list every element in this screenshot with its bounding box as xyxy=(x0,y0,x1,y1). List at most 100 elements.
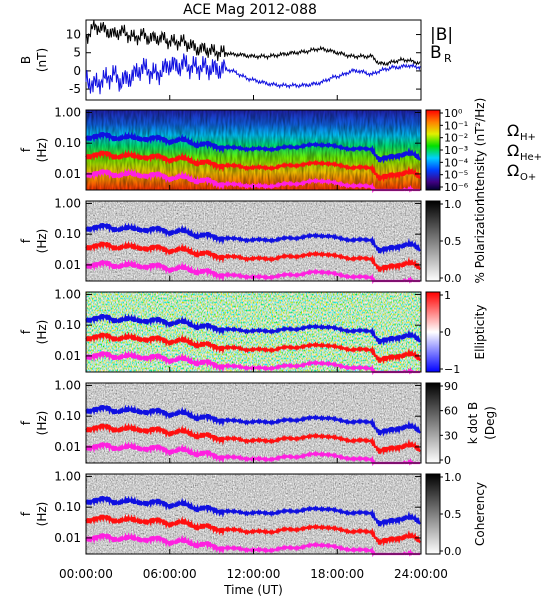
colorbar-tick-label: 10⁻² xyxy=(444,132,468,145)
spectrogram-ylabel-unit: (Hz) xyxy=(35,229,49,254)
spectrogram-ytick-label: 0.01 xyxy=(54,440,81,454)
spectrogram-ylabel-unit: (Hz) xyxy=(35,138,49,163)
colorbar-tick-label: 0 xyxy=(444,454,451,467)
gyro-line-he xyxy=(85,240,421,274)
spectrogram-ytick-label: 0.10 xyxy=(54,318,81,332)
colorbar-label-unit: (Deg) xyxy=(483,406,497,440)
colorbar-tick-label: 0.0 xyxy=(444,545,462,558)
field-ytick-label: 10 xyxy=(66,28,81,42)
spectrogram-ytick-label: 0.10 xyxy=(54,409,81,423)
legend-b-r-subscript: R xyxy=(444,52,452,65)
spectrogram-ytick-label: 0.10 xyxy=(54,500,81,514)
colorbar xyxy=(425,291,441,373)
legend-omega-h: Ω xyxy=(507,121,519,140)
x-axis-title: Time (UT) xyxy=(223,583,283,597)
spectrogram-ylabel-unit: (Hz) xyxy=(35,320,49,345)
colorbar-tick-label: 1.0 xyxy=(444,198,462,211)
colorbar-tick-label: 10⁻⁶ xyxy=(444,181,469,194)
gyro-line-h xyxy=(85,404,421,437)
x-tick-label: 24:00:00 xyxy=(394,567,448,581)
colorbar-tick-label: 10⁻¹ xyxy=(444,119,468,132)
field-plot-frame xyxy=(85,19,422,101)
legend-omega-he: Ω xyxy=(507,141,519,160)
legend-omega-o-subscript: O+ xyxy=(520,172,536,183)
colorbar-label: k dot B xyxy=(466,402,480,444)
legend-b-magnitude: |B| xyxy=(430,25,453,45)
gyro-line-he xyxy=(85,422,421,456)
field-ytick-label: 5 xyxy=(73,46,81,60)
x-tick-label: 06:00:00 xyxy=(143,567,197,581)
gyro-line-h xyxy=(85,131,421,164)
spectrogram-panel-4: 1.00 0.10 0.01 f (Hz) 90 60 30 0 k dot B (Deg) xyxy=(19,378,497,467)
spectrogram-ytick-label: 1.00 xyxy=(54,196,81,210)
colorbar-tick-label: 0.5 xyxy=(444,235,462,248)
colorbar-tick-label: 0.5 xyxy=(444,508,462,521)
colorbar-tick-label: 10⁻⁴ xyxy=(444,156,469,169)
spectrogram-ytick-label: 0.10 xyxy=(54,136,81,150)
spectrogram-panel-2: 1.00 0.10 0.01 f (Hz) 1.0 0.5 0.0 % Polarization xyxy=(19,196,487,285)
spectrogram-ytick-label: 0.01 xyxy=(54,167,81,181)
x-tick-label: 00:00:00 xyxy=(59,567,113,581)
spectrogram-ytick-label: 1.00 xyxy=(54,378,81,392)
legend-omega-he-subscript: He+ xyxy=(520,152,542,163)
spectrogram-ytick-label: 0.01 xyxy=(54,349,81,363)
field-ytick-label: -5 xyxy=(69,82,81,96)
spectrogram-ylabel-unit: (Hz) xyxy=(35,502,49,527)
spectrogram-ylabel: f xyxy=(19,420,33,425)
legend-omega-h-subscript: H+ xyxy=(520,132,536,143)
gyro-legend: Ω H+Ω He+Ω O+ xyxy=(507,121,542,183)
colorbar xyxy=(425,109,441,191)
spectrogram-ylabel-unit: (Hz) xyxy=(35,411,49,436)
spectrogram-ytick-label: 1.00 xyxy=(54,287,81,301)
colorbar-tick-label: 1.0 xyxy=(444,471,462,484)
field-ylabel: B xyxy=(19,56,33,64)
colorbar-tick-label: 30 xyxy=(444,429,458,442)
field-ytick-label: 0 xyxy=(73,64,81,78)
colorbar-tick-label: 90 xyxy=(444,380,458,393)
spectrogram-ylabel: f xyxy=(19,329,33,334)
x-tick-label: 18:00:00 xyxy=(310,567,364,581)
figure-title: ACE Mag 2012-088 xyxy=(183,2,317,18)
colorbar-tick-label: 0 xyxy=(444,326,451,339)
spectrogram-ylabel: f xyxy=(19,147,33,152)
colorbar xyxy=(425,200,441,282)
colorbar-label: Intensity (nT²/Hz) xyxy=(473,98,487,203)
spectrogram-ytick-label: 0.01 xyxy=(54,531,81,545)
spectrogram-ytick-label: 0.01 xyxy=(54,258,81,272)
x-axis: 00:00:00 06:00:00 12:00:00 18:00:00 24:00:00… xyxy=(59,567,448,597)
colorbar-tick-label: −1 xyxy=(444,363,460,376)
gyro-line-he xyxy=(85,331,421,365)
field-ylabel-unit: (nT) xyxy=(35,48,49,72)
spectrogram-ylabel: f xyxy=(19,511,33,516)
colorbar-tick-label: 10⁻³ xyxy=(444,144,468,157)
spectrogram-ylabel: f xyxy=(19,238,33,243)
colorbar-tick-label: 60 xyxy=(444,405,458,418)
spectrogram-ytick-label: 1.00 xyxy=(54,105,81,119)
x-tick-label: 12:00:00 xyxy=(227,567,281,581)
gyro-line-he xyxy=(85,149,421,183)
series-line-b-r xyxy=(85,53,421,95)
gyro-line-he xyxy=(85,513,421,547)
gyro-line-h xyxy=(85,222,421,255)
spectrogram-ytick-label: 0.10 xyxy=(54,227,81,241)
colorbar xyxy=(425,382,441,464)
legend-omega-o: Ω xyxy=(507,161,519,180)
legend-b-r: B xyxy=(430,43,442,63)
colorbar-tick-label: 10⁻⁵ xyxy=(444,169,468,182)
gyro-line-h xyxy=(85,495,421,528)
spectrogram-panel-1: 1.00 0.10 0.01 f (Hz) 10⁰10⁻¹10⁻²10⁻³10⁻⁴10⁻⁵… xyxy=(19,98,487,203)
spectrogram-ytick-label: 1.00 xyxy=(54,469,81,483)
spectrogram-panel-3: 1.00 0.10 0.01 f (Hz) 1 0 −1 Ellipticity xyxy=(19,287,487,376)
spectrogram-panel-5: 1.00 0.10 0.01 f (Hz) 1.0 0.5 0.0 Coherency xyxy=(19,469,487,558)
colorbar-tick-label: 0.0 xyxy=(444,272,462,285)
colorbar-tick-label: 10⁰ xyxy=(444,107,463,120)
series-line-b-magnitude xyxy=(85,19,421,67)
colorbar-label: Ellipticity xyxy=(473,305,487,360)
colorbar-label: Coherency xyxy=(473,482,487,546)
colorbar-label: % Polarization xyxy=(473,199,487,284)
gyro-line-h xyxy=(85,313,421,346)
colorbar xyxy=(425,473,441,555)
